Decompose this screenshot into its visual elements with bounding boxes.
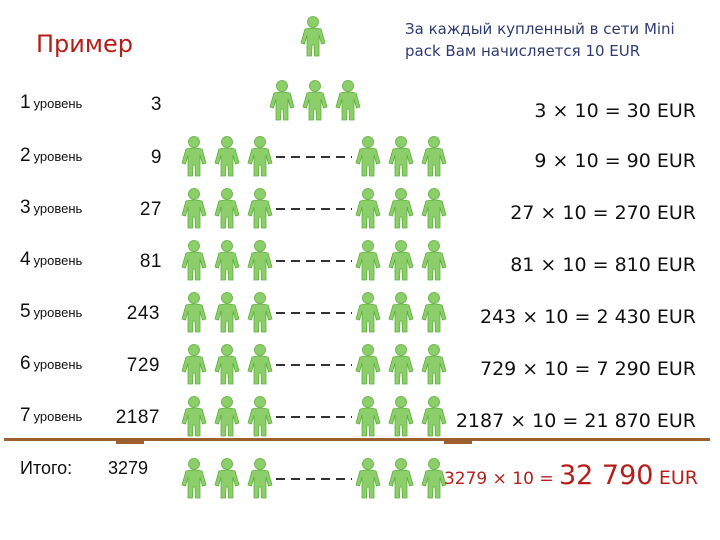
ellipsis-dash — [276, 208, 352, 210]
divider-stub — [444, 441, 472, 444]
level-number: 1 — [20, 92, 31, 113]
level-word: уровень — [33, 253, 83, 268]
person-icon — [299, 16, 327, 58]
person-icon — [387, 344, 415, 386]
level-count: 3 — [150, 94, 162, 115]
level-number: 2 — [20, 145, 31, 166]
person-icon — [420, 240, 448, 282]
level-word: уровень — [33, 96, 83, 111]
divider-stub — [116, 441, 144, 444]
level-calculation: 3 × 10 = 30 EUR — [534, 100, 696, 122]
person-icon — [180, 396, 208, 438]
level-word: уровень — [33, 305, 83, 320]
level-calculation: 243 × 10 = 2 430 EUR — [480, 306, 696, 328]
person-icon — [354, 188, 382, 230]
person-icon — [354, 344, 382, 386]
person-icon — [387, 188, 415, 230]
ellipsis-dash — [276, 156, 352, 158]
person-icon — [301, 80, 329, 122]
person-icon — [246, 136, 274, 178]
person-icon — [354, 458, 382, 500]
person-icon — [246, 240, 274, 282]
ellipsis-dash — [276, 260, 352, 262]
level-number: 5 — [20, 301, 31, 322]
ellipsis-dash — [276, 478, 352, 480]
level-count: 2187 — [115, 407, 160, 428]
level-count: 243 — [126, 303, 160, 324]
total-calc-prefix: 3279 × 10 = — [443, 469, 554, 489]
level-label: 5 уровень — [20, 301, 82, 331]
ellipsis-dash — [276, 312, 352, 314]
level-calculation: 81 × 10 = 810 EUR — [510, 254, 696, 276]
person-icon — [246, 396, 274, 438]
level-calculation: 27 × 10 = 270 EUR — [510, 202, 696, 224]
person-icon — [180, 240, 208, 282]
level-word: уровень — [33, 409, 83, 424]
person-icon — [354, 240, 382, 282]
total-divider — [4, 438, 710, 444]
person-icon — [213, 136, 241, 178]
person-icon — [246, 344, 274, 386]
person-icon — [354, 136, 382, 178]
person-icon — [420, 136, 448, 178]
person-icon — [213, 458, 241, 500]
person-icon — [387, 292, 415, 334]
person-icon — [420, 344, 448, 386]
person-icon — [420, 458, 448, 500]
level-label: 2 уровень — [20, 145, 82, 175]
level-word: уровень — [33, 357, 83, 372]
page-title: Пример — [36, 30, 133, 58]
total-calculation: 3279 × 10 = 32 790 EUR — [444, 460, 698, 491]
person-icon — [180, 292, 208, 334]
level-calculation: 9 × 10 = 90 EUR — [534, 150, 696, 172]
level-number: 6 — [20, 353, 31, 374]
level-count: 27 — [139, 199, 162, 220]
total-calc-currency: EUR — [658, 467, 698, 489]
person-icon — [213, 188, 241, 230]
level-label: 4 уровень — [20, 249, 82, 279]
ellipsis-dash — [276, 416, 352, 418]
person-icon — [180, 344, 208, 386]
person-icon — [387, 240, 415, 282]
total-calc-amount: 32 790 — [558, 460, 654, 491]
person-icon — [334, 80, 362, 122]
person-icon — [420, 396, 448, 438]
level-number: 7 — [20, 405, 31, 426]
person-icon — [420, 292, 448, 334]
person-icon — [213, 240, 241, 282]
level-count: 729 — [126, 355, 160, 376]
level-number: 4 — [20, 249, 31, 270]
person-icon — [213, 292, 241, 334]
level-word: уровень — [33, 201, 83, 216]
level-label: 1 уровень — [20, 92, 82, 122]
person-icon — [180, 136, 208, 178]
person-icon — [387, 396, 415, 438]
person-icon — [246, 458, 274, 500]
person-icon — [180, 458, 208, 500]
person-icon — [387, 458, 415, 500]
reward-note: За каждый купленный в сети Mini pack Вам… — [405, 20, 675, 60]
person-icon — [246, 188, 274, 230]
person-icon — [354, 396, 382, 438]
level-label: 6 уровень — [20, 353, 82, 383]
level-label: 7 уровень — [20, 405, 82, 435]
level-calculation: 2187 × 10 = 21 870 EUR — [455, 410, 696, 432]
person-icon — [213, 396, 241, 438]
person-icon — [246, 292, 274, 334]
level-count: 81 — [139, 251, 162, 272]
total-label: Итого: — [20, 458, 73, 478]
ellipsis-dash — [276, 364, 352, 366]
level-label: 3 уровень — [20, 197, 82, 227]
level-word: уровень — [33, 149, 83, 164]
level-count: 9 — [150, 147, 162, 168]
person-icon — [420, 188, 448, 230]
person-icon — [180, 188, 208, 230]
person-icon — [354, 292, 382, 334]
total-count: 3279 — [108, 458, 149, 478]
person-icon — [268, 80, 296, 122]
level-number: 3 — [20, 197, 31, 218]
level-calculation: 729 × 10 = 7 290 EUR — [480, 358, 696, 380]
person-icon — [387, 136, 415, 178]
person-icon — [213, 344, 241, 386]
